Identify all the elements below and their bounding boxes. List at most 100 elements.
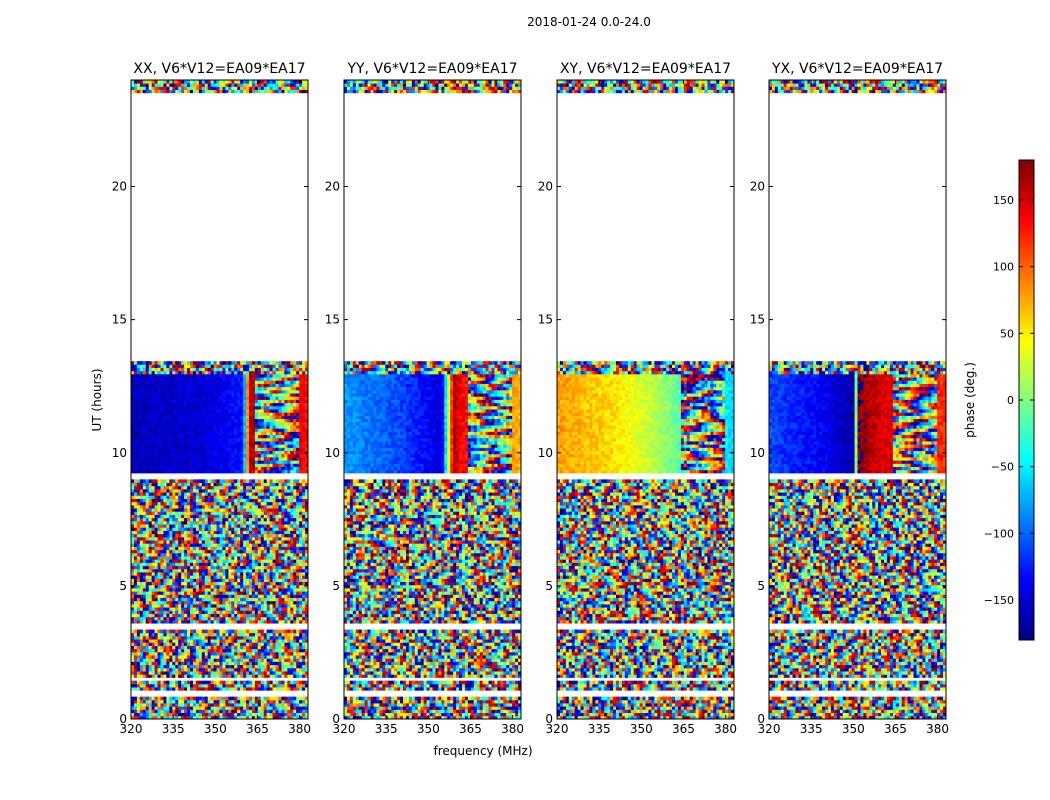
- heatmap-cell: [210, 658, 214, 662]
- heatmap-cell: [192, 632, 197, 637]
- heatmap-cell: [172, 629, 176, 634]
- heatmap-cell: [296, 645, 300, 650]
- heatmap-cell: [160, 431, 164, 436]
- heatmap-cell: [284, 712, 288, 717]
- heatmap-cell: [198, 667, 203, 672]
- heatmap-cell: [172, 575, 176, 579]
- heatmap-cell: [184, 600, 188, 605]
- heatmap-cell: [190, 469, 194, 474]
- heatmap-cell: [181, 709, 185, 713]
- heatmap-cell: [257, 687, 262, 691]
- heatmap-cell: [169, 635, 173, 640]
- heatmap-cell: [131, 434, 135, 439]
- heatmap-cell: [240, 648, 244, 653]
- heatmap-cell: [148, 469, 153, 474]
- heatmap-cell: [278, 629, 282, 634]
- heatmap-cell: [225, 597, 229, 602]
- heatmap-cell: [228, 661, 232, 666]
- heatmap-cell: [284, 671, 288, 675]
- heatmap-cell: [207, 543, 212, 547]
- heatmap-cell: [219, 463, 223, 467]
- heatmap-cell: [275, 632, 279, 637]
- heatmap-cell: [251, 635, 256, 640]
- heatmap-cell: [234, 613, 238, 618]
- heatmap-cell: [213, 680, 217, 685]
- heatmap-cell: [142, 635, 147, 640]
- heatmap-cell: [169, 696, 173, 701]
- heatmap-cell: [201, 651, 206, 656]
- heatmap-cell: [157, 651, 161, 656]
- heatmap-cell: [163, 447, 167, 452]
- heatmap-cell: [266, 581, 271, 586]
- heatmap-cell: [204, 696, 209, 701]
- heatmap-cell: [172, 504, 176, 509]
- heatmap-cell: [237, 639, 241, 643]
- heatmap-cell: [287, 645, 291, 650]
- heatmap-cell: [281, 565, 285, 570]
- heatmap-cell: [154, 549, 158, 554]
- heatmap-cell: [175, 441, 179, 445]
- heatmap-cell: [163, 520, 167, 525]
- heatmap-cell: [142, 463, 147, 467]
- heatmap-cell: [290, 671, 294, 675]
- heatmap-cell: [272, 581, 276, 586]
- heatmap-cell: [169, 508, 173, 512]
- heatmap-cell: [228, 674, 232, 678]
- heatmap-cell: [163, 683, 167, 688]
- heatmap-cell: [222, 603, 226, 608]
- heatmap-cell: [243, 517, 247, 522]
- heatmap-cell: [254, 495, 259, 499]
- heatmap-cell: [293, 543, 297, 547]
- heatmap-cell: [240, 584, 244, 589]
- heatmap-cell: [213, 482, 217, 487]
- heatmap-cell: [260, 687, 265, 691]
- heatmap-cell: [190, 607, 194, 611]
- heatmap-cell: [260, 572, 265, 576]
- heatmap-cell: [139, 613, 144, 618]
- heatmap-cell: [219, 437, 223, 442]
- heatmap-cell: [275, 578, 279, 583]
- heatmap-cell: [192, 530, 197, 535]
- heatmap-cell: [139, 699, 144, 704]
- heatmap-cell: [157, 549, 161, 554]
- heatmap-cell: [263, 520, 268, 525]
- heatmap-cell: [299, 715, 303, 720]
- heatmap-cell: [131, 603, 135, 608]
- heatmap-cell: [249, 591, 253, 595]
- heatmap-cell: [190, 664, 194, 669]
- heatmap-cell: [275, 699, 279, 704]
- heatmap-cell: [254, 565, 259, 570]
- heatmap-cell: [249, 543, 253, 547]
- heatmap-cell: [266, 584, 271, 589]
- heatmap-cell: [131, 667, 135, 672]
- heatmap-cell: [243, 651, 247, 656]
- heatmap-cell: [201, 447, 206, 452]
- heatmap-cell: [145, 699, 150, 704]
- heatmap-cell: [166, 613, 170, 618]
- heatmap-cell: [305, 588, 309, 592]
- heatmap-cell: [198, 706, 203, 710]
- heatmap-cell: [240, 463, 244, 467]
- heatmap-cell: [287, 687, 291, 691]
- heatmap-cell: [254, 450, 259, 455]
- heatmap-cell: [198, 482, 203, 487]
- heatmap-cell: [231, 594, 235, 598]
- heatmap-cell: [219, 520, 223, 525]
- heatmap-cell: [299, 629, 303, 634]
- heatmap-cell: [293, 600, 297, 605]
- heatmap-cell: [231, 639, 235, 643]
- heatmap-cell: [293, 642, 297, 646]
- heatmap-cell: [263, 600, 268, 605]
- heatmap-cell: [142, 492, 147, 496]
- heatmap-cell: [281, 616, 285, 621]
- heatmap-cell: [172, 568, 176, 573]
- heatmap-cell: [284, 706, 288, 710]
- heatmap-cell: [163, 607, 167, 611]
- heatmap-cell: [231, 664, 235, 669]
- heatmap-cell: [249, 450, 253, 455]
- heatmap-cell: [275, 482, 279, 487]
- heatmap-cell: [284, 517, 288, 522]
- heatmap-cell: [302, 437, 306, 442]
- heatmap-cell: [231, 520, 235, 525]
- heatmap-cell: [231, 482, 235, 487]
